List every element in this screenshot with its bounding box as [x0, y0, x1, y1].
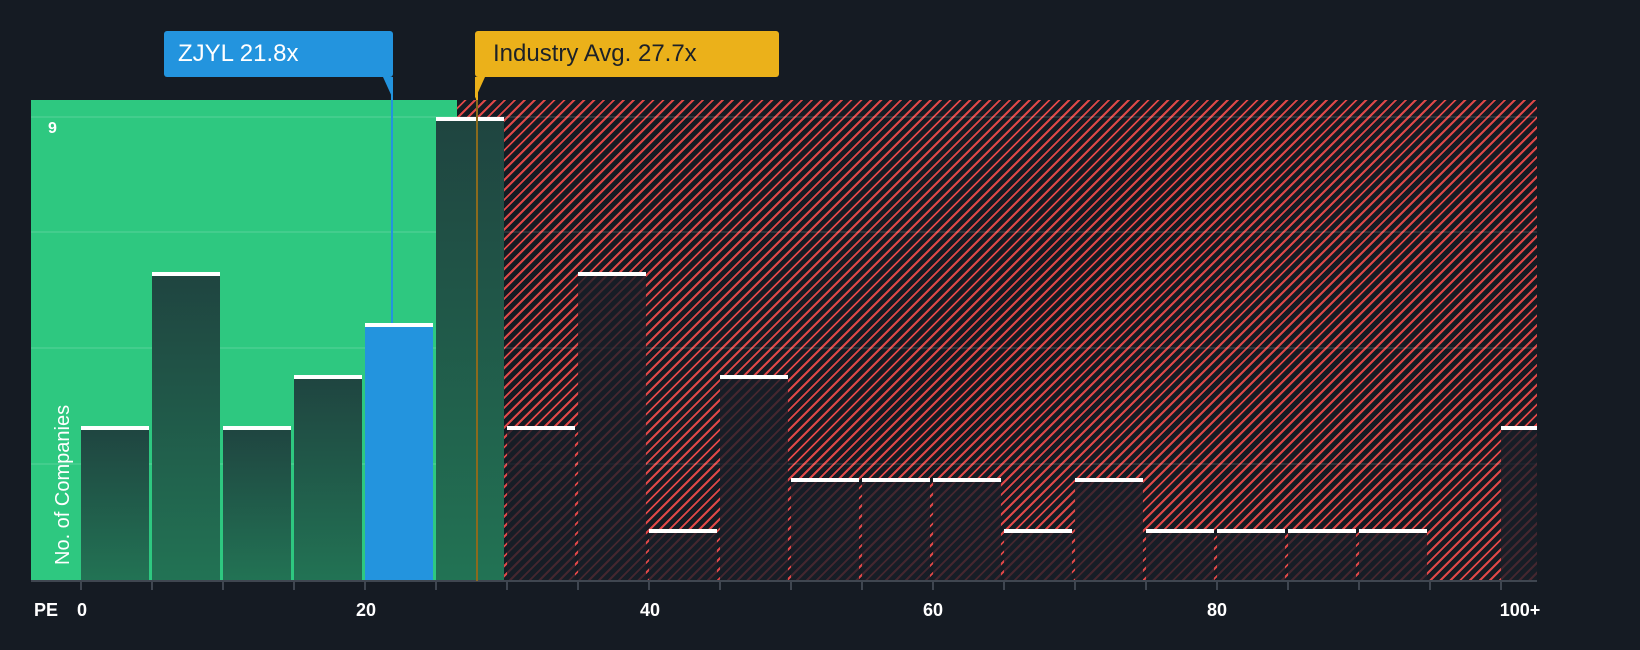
- company-pe-label: ZJYL 21.8x: [178, 40, 299, 67]
- x-axis-title: PE: [34, 600, 59, 620]
- x-tick-label: 0: [76, 600, 88, 620]
- histogram-bar: [578, 271, 646, 581]
- x-tick: [577, 582, 579, 590]
- histogram-bar: [294, 374, 362, 581]
- x-tick: [364, 582, 366, 590]
- histogram-bar: [365, 323, 433, 581]
- x-tick-label: 60: [922, 600, 944, 620]
- histogram-bar: [933, 477, 1001, 581]
- y-tick-label: 9: [48, 120, 57, 137]
- x-tick: [1003, 582, 1005, 590]
- histogram-bar: [1004, 529, 1072, 581]
- x-tick: [719, 582, 721, 590]
- x-tick: [1216, 582, 1218, 590]
- bar-cap: [578, 271, 646, 276]
- callout-pointer: [383, 77, 393, 99]
- histogram-bar: [791, 477, 859, 581]
- bar-cap: [436, 117, 504, 121]
- company-marker-line: [391, 77, 393, 323]
- bar-cap: [649, 529, 717, 534]
- x-axis-line: [31, 580, 1537, 582]
- callout-pointer: [475, 77, 485, 99]
- x-tick: [1145, 582, 1147, 590]
- histogram-bar: [152, 271, 220, 581]
- x-tick: [1287, 582, 1289, 590]
- x-tick: [861, 582, 863, 590]
- histogram-bar: [1075, 477, 1143, 581]
- bar-cap: [223, 426, 291, 431]
- bar-cap: [720, 374, 788, 379]
- bar-cap: [1288, 529, 1356, 534]
- bar-cap: [933, 477, 1001, 482]
- bar-cap: [1501, 426, 1537, 431]
- x-tick: [1429, 582, 1431, 590]
- x-tick: [506, 582, 508, 590]
- bar-cap: [81, 426, 149, 431]
- x-tick-label: 100+: [1499, 600, 1541, 620]
- bar-cap: [507, 426, 575, 431]
- histogram-bar: [862, 477, 930, 581]
- x-tick: [1358, 582, 1360, 590]
- x-tick-label: 20: [355, 600, 377, 620]
- industry-average-marker-line: [476, 77, 478, 581]
- gridline: [31, 231, 1537, 233]
- industry-average-callout: Industry Avg. 27.7x: [475, 31, 779, 99]
- x-tick: [293, 582, 295, 590]
- bar-cap: [152, 271, 220, 276]
- x-tick: [1500, 582, 1502, 590]
- x-tick: [435, 582, 437, 590]
- x-tick: [151, 582, 153, 590]
- histogram-bar: [436, 117, 504, 581]
- x-tick: [648, 582, 650, 590]
- bar-cap: [791, 477, 859, 482]
- histogram-bar: [1288, 529, 1356, 581]
- bar-cap: [1146, 529, 1214, 534]
- histogram-bar: [1359, 529, 1427, 581]
- histogram-bar: [223, 426, 291, 581]
- bar-cap: [365, 323, 433, 328]
- histogram-bar: [81, 426, 149, 581]
- histogram-bar: [649, 529, 717, 581]
- chart-plot-area: [31, 100, 1537, 581]
- x-tick: [790, 582, 792, 590]
- bar-cap: [1075, 477, 1143, 482]
- gridline: [31, 347, 1537, 349]
- bar-cap: [1217, 529, 1285, 534]
- y-axis-title: No. of Companies: [52, 404, 74, 565]
- bar-cap: [294, 374, 362, 379]
- industry-average-label: Industry Avg. 27.7x: [493, 40, 697, 67]
- histogram-bar: [1501, 426, 1537, 581]
- x-tick: [932, 582, 934, 590]
- histogram-bar: [1217, 529, 1285, 581]
- x-tick: [222, 582, 224, 590]
- x-tick: [1074, 582, 1076, 590]
- histogram-bar: [1146, 529, 1214, 581]
- bar-cap: [862, 477, 930, 482]
- x-tick: [80, 582, 82, 590]
- x-tick-label: 80: [1206, 600, 1228, 620]
- histogram-bar: [720, 374, 788, 581]
- bar-cap: [1359, 529, 1427, 534]
- company-pe-callout: ZJYL 21.8x: [164, 31, 393, 99]
- histogram-bar: [507, 426, 575, 581]
- x-tick-label: 40: [639, 600, 661, 620]
- gridline: [31, 116, 1537, 118]
- bar-cap: [1004, 529, 1072, 534]
